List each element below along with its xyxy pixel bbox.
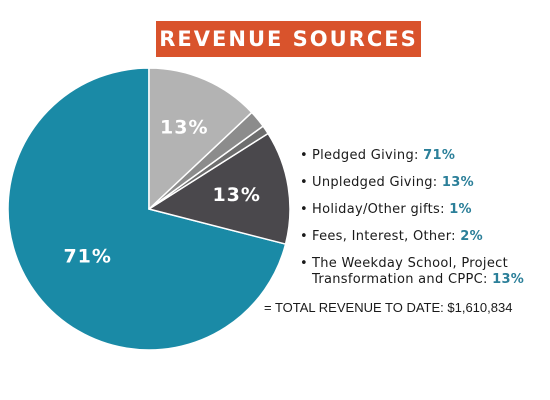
legend-percent: 1% — [449, 202, 472, 217]
total-revenue: = TOTAL REVENUE TO DATE: $1,610,834 — [264, 300, 513, 315]
legend-item-fees-interest-other: • Fees, Interest, Other: 2% — [300, 229, 544, 245]
chart-title: REVENUE SOURCES — [156, 21, 421, 57]
legend-percent: 13% — [441, 175, 474, 190]
legend-bullet: • — [300, 175, 308, 190]
legend-bullet: • — [300, 256, 308, 271]
legend-label: Unpledged Giving: — [312, 175, 438, 190]
pie-data-label: 71% — [63, 246, 111, 268]
pie-data-label: 13% — [212, 184, 260, 206]
pie-slice-the-weekday-school-project-transformation-and-cppc — [148, 67, 253, 210]
legend-item-holiday-other-gifts: • Holiday/Other gifts: 1% — [300, 202, 544, 218]
legend: • Pledged Giving: 71% • Unpledged Giving… — [300, 148, 544, 288]
legend-label: Pledged Giving: — [312, 148, 419, 163]
legend-item-pledged-giving: • Pledged Giving: 71% — [300, 148, 544, 164]
legend-label: Fees, Interest, Other: — [312, 229, 456, 244]
legend-bullet: • — [300, 202, 308, 217]
legend-label: The Weekday School, Project Transformati… — [312, 256, 508, 287]
pie-slice-pledged-giving — [7, 67, 287, 351]
legend-item-unpledged-giving: • Unpledged Giving: 13% — [300, 175, 544, 191]
legend-item-weekday-school: • The Weekday School, Project Transforma… — [300, 256, 544, 288]
legend-percent: 71% — [423, 148, 456, 163]
legend-percent: 2% — [460, 229, 483, 244]
pie-data-label: 13% — [160, 117, 208, 139]
legend-label: Holiday/Other gifts: — [312, 202, 445, 217]
legend-bullet: • — [300, 229, 308, 244]
legend-bullet: • — [300, 148, 308, 163]
pie-slice-unpledged-giving — [148, 132, 291, 245]
legend-percent: 13% — [492, 272, 525, 287]
